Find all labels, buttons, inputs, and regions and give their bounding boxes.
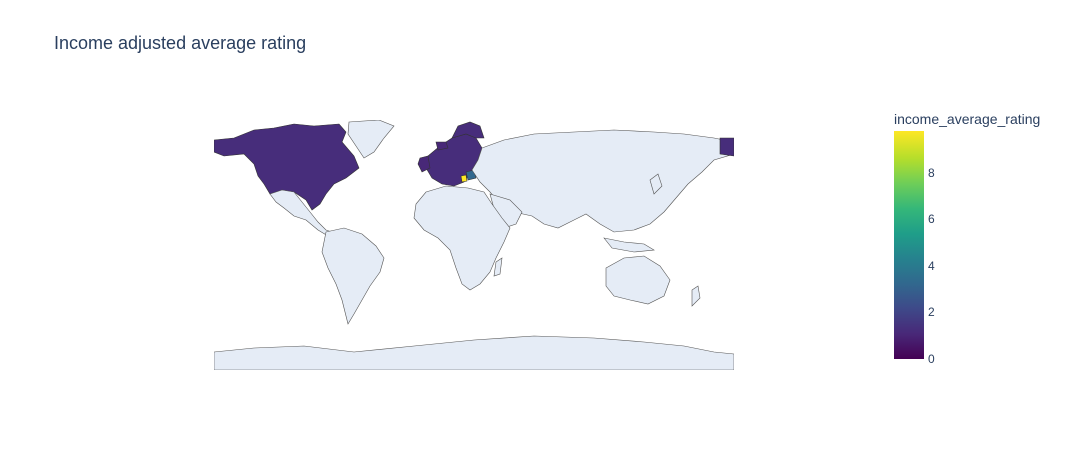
north-america[interactable] (213, 123, 360, 211)
world-map[interactable] (213, 119, 735, 371)
map-svg[interactable] (213, 119, 735, 371)
south-america[interactable] (321, 227, 385, 325)
greenland[interactable] (347, 119, 395, 159)
scandinavia[interactable] (451, 121, 485, 139)
colorbar-tick-6: 6 (928, 212, 935, 227)
colorbar-tick-0: 0 (928, 352, 935, 366)
africa[interactable] (413, 185, 511, 291)
australia[interactable] (605, 255, 671, 305)
japan[interactable] (649, 173, 663, 195)
madagascar[interactable] (493, 257, 503, 277)
new-zealand[interactable] (691, 285, 701, 307)
colorbar (894, 131, 924, 359)
antarctica[interactable] (213, 335, 735, 371)
iceland[interactable] (435, 141, 449, 151)
colorbar-title: income_average_rating (894, 111, 1041, 127)
chart-title: Income adjusted average rating (54, 33, 307, 53)
far-east-region[interactable] (719, 137, 735, 157)
uk[interactable] (417, 155, 431, 173)
colorbar-tick-4: 4 (928, 258, 935, 273)
highlight-country-b[interactable] (460, 174, 468, 183)
colorbar-tick-2: 2 (928, 305, 935, 320)
southeast-asia[interactable] (603, 237, 655, 253)
colorbar-tick-8: 8 (928, 165, 935, 180)
